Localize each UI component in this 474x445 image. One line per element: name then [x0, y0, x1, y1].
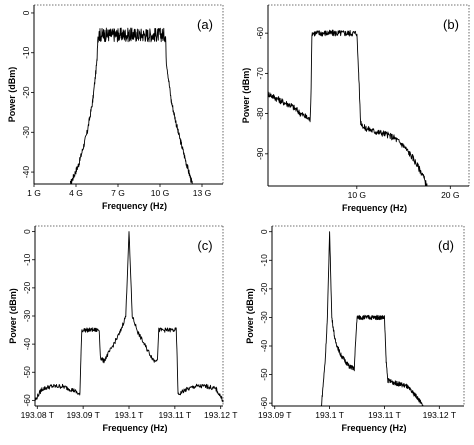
- x-axis-label: Frequency (Hz): [102, 423, 167, 433]
- x-tick-label: 1 G: [27, 188, 41, 198]
- x-axis-label: Frequency (Hz): [102, 201, 167, 211]
- spectrum-trace: [34, 231, 224, 403]
- y-tick-label: -70: [255, 67, 265, 80]
- y-tick-label: -90: [255, 147, 265, 160]
- y-tick-label: -40: [22, 338, 32, 351]
- x-tick-label: 193.12 T: [204, 410, 237, 420]
- x-tick-label: 193.11 T: [368, 410, 401, 420]
- chart-panel-2: -60 -70 -80 -90 10 G 20 G Frequency (Hz) Power …: [241, 4, 470, 213]
- chart-panel-3: 0 -10 -20 -30 -40 -50 -60 193.08 T 193.09 T 193.1…: [8, 225, 237, 433]
- x-tick-label: 193.12 T: [423, 410, 456, 420]
- y-tick-label: -20: [21, 86, 31, 99]
- y-tick-label: -10: [22, 253, 32, 266]
- panel-label: (a): [197, 17, 213, 32]
- y-tick-label: -40: [21, 166, 31, 179]
- x-axis-label: Frequency (Hz): [342, 203, 407, 213]
- panel-label: (b): [443, 17, 459, 32]
- x-tick-label: 193.11 T: [158, 410, 191, 420]
- x-tick-label: 4 G: [69, 188, 83, 198]
- y-tick-label: -10: [21, 46, 31, 59]
- x-tick-label: 193.08 T: [21, 410, 54, 420]
- y-tick-label: -80: [255, 107, 265, 120]
- y-axis-label: Power (dBm): [245, 288, 255, 344]
- x-axis-label: Frequency (Hz): [341, 423, 406, 433]
- chart-panel-1: 0 -10 -20 -30 -40 1 G 4 G 7 G 10 G 13 G Frequency …: [7, 4, 224, 211]
- y-tick-label: -10: [259, 254, 269, 267]
- y-tick-label: 0: [22, 229, 32, 234]
- y-tick-label: -50: [22, 366, 32, 379]
- x-tick-label: 193.09 T: [258, 410, 291, 420]
- panel-label: (d): [438, 238, 454, 253]
- y-axis-label: Power (dBm): [7, 67, 17, 123]
- x-tick-label: 193.09 T: [66, 410, 99, 420]
- x-tick-label: 20 G: [441, 190, 459, 200]
- x-tick-label: 10 G: [348, 190, 366, 200]
- spectrum-trace: [320, 231, 424, 407]
- x-tick-label: 7 G: [111, 188, 125, 198]
- x-tick-label: 193.1 T: [115, 410, 144, 420]
- y-tick-label: -60: [22, 394, 32, 407]
- spectrum-trace: [267, 29, 428, 187]
- y-tick-label: -20: [22, 281, 32, 294]
- panel-label: (c): [197, 238, 212, 253]
- y-tick-label: -20: [259, 282, 269, 295]
- spectrum-trace: [69, 27, 193, 185]
- x-tick-label: 10 G: [151, 188, 169, 198]
- x-tick-label: 193.1 T: [315, 410, 344, 420]
- y-tick-label: -40: [259, 340, 269, 353]
- y-tick-label: -60: [255, 27, 265, 40]
- y-tick-label: -30: [22, 310, 32, 323]
- y-tick-label: 0: [21, 10, 31, 15]
- y-tick-label: -30: [21, 126, 31, 139]
- y-tick-label: -60: [259, 397, 269, 410]
- x-tick-label: 13 G: [193, 188, 211, 198]
- y-tick-label: -50: [259, 368, 269, 381]
- y-axis-label: Power (dBm): [241, 68, 251, 124]
- y-tick-label: -30: [259, 311, 269, 324]
- y-axis-label: Power (dBm): [8, 288, 18, 344]
- y-tick-label: 0: [259, 229, 269, 234]
